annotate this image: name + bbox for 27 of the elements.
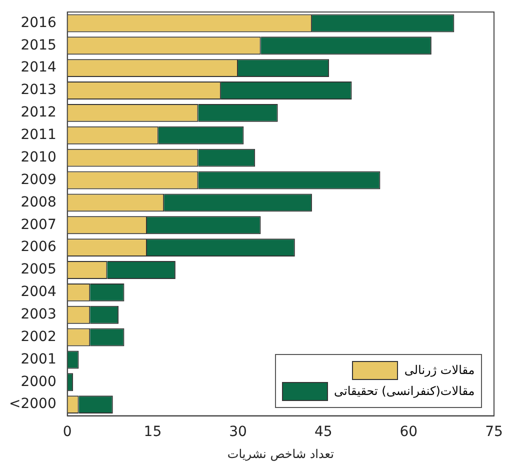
x-tick-label: 0 [62, 424, 72, 440]
y-tick-label: 2009 [20, 172, 56, 188]
y-tick-label: 2015 [20, 37, 56, 54]
y-tick-label: 2014 [20, 60, 56, 76]
x-tick-label: 60 [400, 424, 418, 440]
x-axis-title: تعداد شاخص نشریات [227, 446, 334, 461]
y-tick-label: 2003 [20, 306, 56, 322]
x-tick-label: 45 [314, 424, 332, 440]
y-tick-label: <2000 [9, 396, 56, 412]
y-tick-label: 2006 [20, 239, 56, 256]
y-tick-label: 2013 [20, 82, 56, 98]
y-tick-label: 2007 [20, 216, 56, 233]
y-tick-label: 2010 [20, 149, 56, 166]
y-tick-label: 2012 [20, 104, 56, 121]
y-tick-label: 2000 [20, 374, 56, 390]
legend-label: مقالات(کنفرانسی) تحقیقاتی [334, 384, 475, 398]
y-tick-label: 2011 [20, 127, 56, 144]
y-tick-label: 2008 [20, 194, 56, 210]
legend-label: مقالات ژرنالی [404, 363, 475, 378]
y-tick-label: 2004 [20, 284, 56, 300]
y-tick-label: 2016 [20, 14, 56, 31]
x-tick-label: 15 [144, 424, 162, 440]
y-tick-label: 2002 [20, 328, 56, 345]
y-tick-label: 2001 [20, 351, 56, 368]
x-tick-label: 75 [485, 424, 503, 440]
y-tick-label: 2005 [20, 262, 56, 278]
x-tick-label: 30 [229, 424, 247, 440]
